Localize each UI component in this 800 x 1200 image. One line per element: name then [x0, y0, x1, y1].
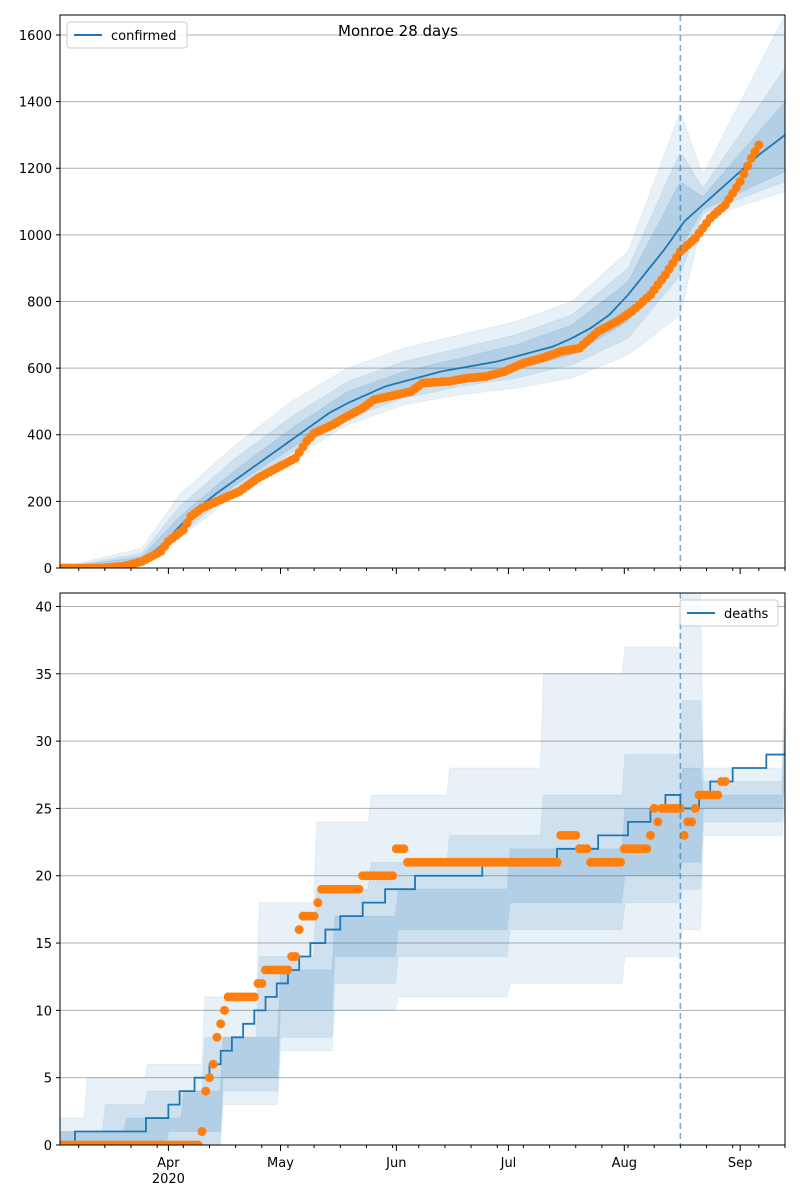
- y-tick-label: 200: [27, 495, 52, 510]
- observed-point: [290, 952, 300, 962]
- x-tick-sublabel: 2020: [152, 1172, 185, 1187]
- y-tick-label: 40: [35, 600, 52, 615]
- y-tick-label: 30: [35, 735, 52, 750]
- y-tick-label: 0: [44, 1139, 52, 1154]
- y-tick-label: 400: [27, 429, 52, 444]
- x-tick-label: Aug: [612, 1156, 637, 1171]
- observed-point: [219, 1005, 229, 1015]
- observed-point: [720, 776, 730, 786]
- observed-point: [653, 817, 663, 827]
- observed-point: [197, 1127, 207, 1137]
- observed-point: [216, 1019, 226, 1029]
- y-tick-label: 5: [44, 1072, 52, 1087]
- legend-box: [66, 21, 188, 49]
- observed-point: [571, 830, 581, 840]
- model-line: [60, 753, 785, 1145]
- uncertainty-band: [60, 15, 785, 568]
- observed-point: [552, 857, 562, 867]
- observed-point: [283, 965, 293, 975]
- observed-point: [739, 169, 749, 179]
- y-tick-label: 1400: [19, 96, 52, 111]
- observed-point: [309, 911, 319, 921]
- legend-label: confirmed: [111, 29, 177, 44]
- observed-point: [182, 518, 192, 528]
- y-tick-label: 25: [35, 802, 52, 817]
- legend: confirmed: [66, 21, 188, 49]
- observed-point: [388, 871, 398, 881]
- legend-box: [679, 599, 779, 627]
- observed-point: [582, 844, 592, 854]
- y-tick-label: 800: [27, 295, 52, 310]
- uncertainty-band: [60, 727, 785, 1145]
- observed-point: [204, 1073, 214, 1083]
- confirmed-chart: 0 200 400 600 800 1000 1200 1400 1600 confirmed: [19, 14, 786, 577]
- observed-point: [642, 844, 652, 854]
- uncertainty-band: [60, 593, 785, 1145]
- observed-point: [399, 844, 409, 854]
- observed-point: [735, 177, 745, 187]
- x-tick-label: Jul: [500, 1156, 517, 1171]
- observed-point: [645, 830, 655, 840]
- observed-point: [687, 817, 697, 827]
- observed-point: [208, 1059, 218, 1069]
- y-tick-label: 10: [35, 1004, 52, 1019]
- observed-point: [743, 161, 753, 171]
- observed-point: [193, 1140, 203, 1145]
- y-tick-label: 1200: [19, 162, 52, 177]
- model-line: [60, 134, 785, 568]
- axes-frame: [59, 14, 786, 569]
- observed-point: [201, 1086, 211, 1096]
- y-tick-label: 0: [44, 562, 52, 577]
- observed-point: [746, 153, 756, 163]
- y-tick-label: 35: [35, 668, 52, 683]
- figure-title: Monroe 28 days: [338, 22, 458, 40]
- y-tick-label: 1000: [19, 229, 52, 244]
- y-tick-label: 600: [27, 362, 52, 377]
- x-tick-label: Apr: [157, 1156, 180, 1171]
- x-tick-label: Sep: [728, 1156, 753, 1171]
- observed-point: [354, 884, 364, 894]
- observed-point: [649, 803, 659, 813]
- axes-frame: [59, 592, 786, 1146]
- observed-point: [616, 857, 626, 867]
- y-tick-label: 15: [35, 937, 52, 952]
- observed-point: [313, 898, 323, 908]
- observed-point: [294, 925, 304, 935]
- x-tick-label: Jun: [385, 1156, 406, 1171]
- observed-point: [713, 790, 723, 800]
- observed-point: [212, 1032, 222, 1042]
- observed-point: [690, 803, 700, 813]
- observed-point: [257, 978, 267, 988]
- x-tick-label: May: [267, 1156, 294, 1171]
- legend: deaths: [679, 599, 779, 627]
- y-tick-label: 20: [35, 870, 52, 885]
- observed-point: [750, 147, 760, 157]
- y-tick-label: 1600: [19, 29, 52, 44]
- observed-point: [249, 992, 259, 1002]
- observed-point: [178, 525, 188, 535]
- legend-label: deaths: [724, 607, 769, 622]
- observed-point: [679, 830, 689, 840]
- observed-point: [754, 140, 764, 150]
